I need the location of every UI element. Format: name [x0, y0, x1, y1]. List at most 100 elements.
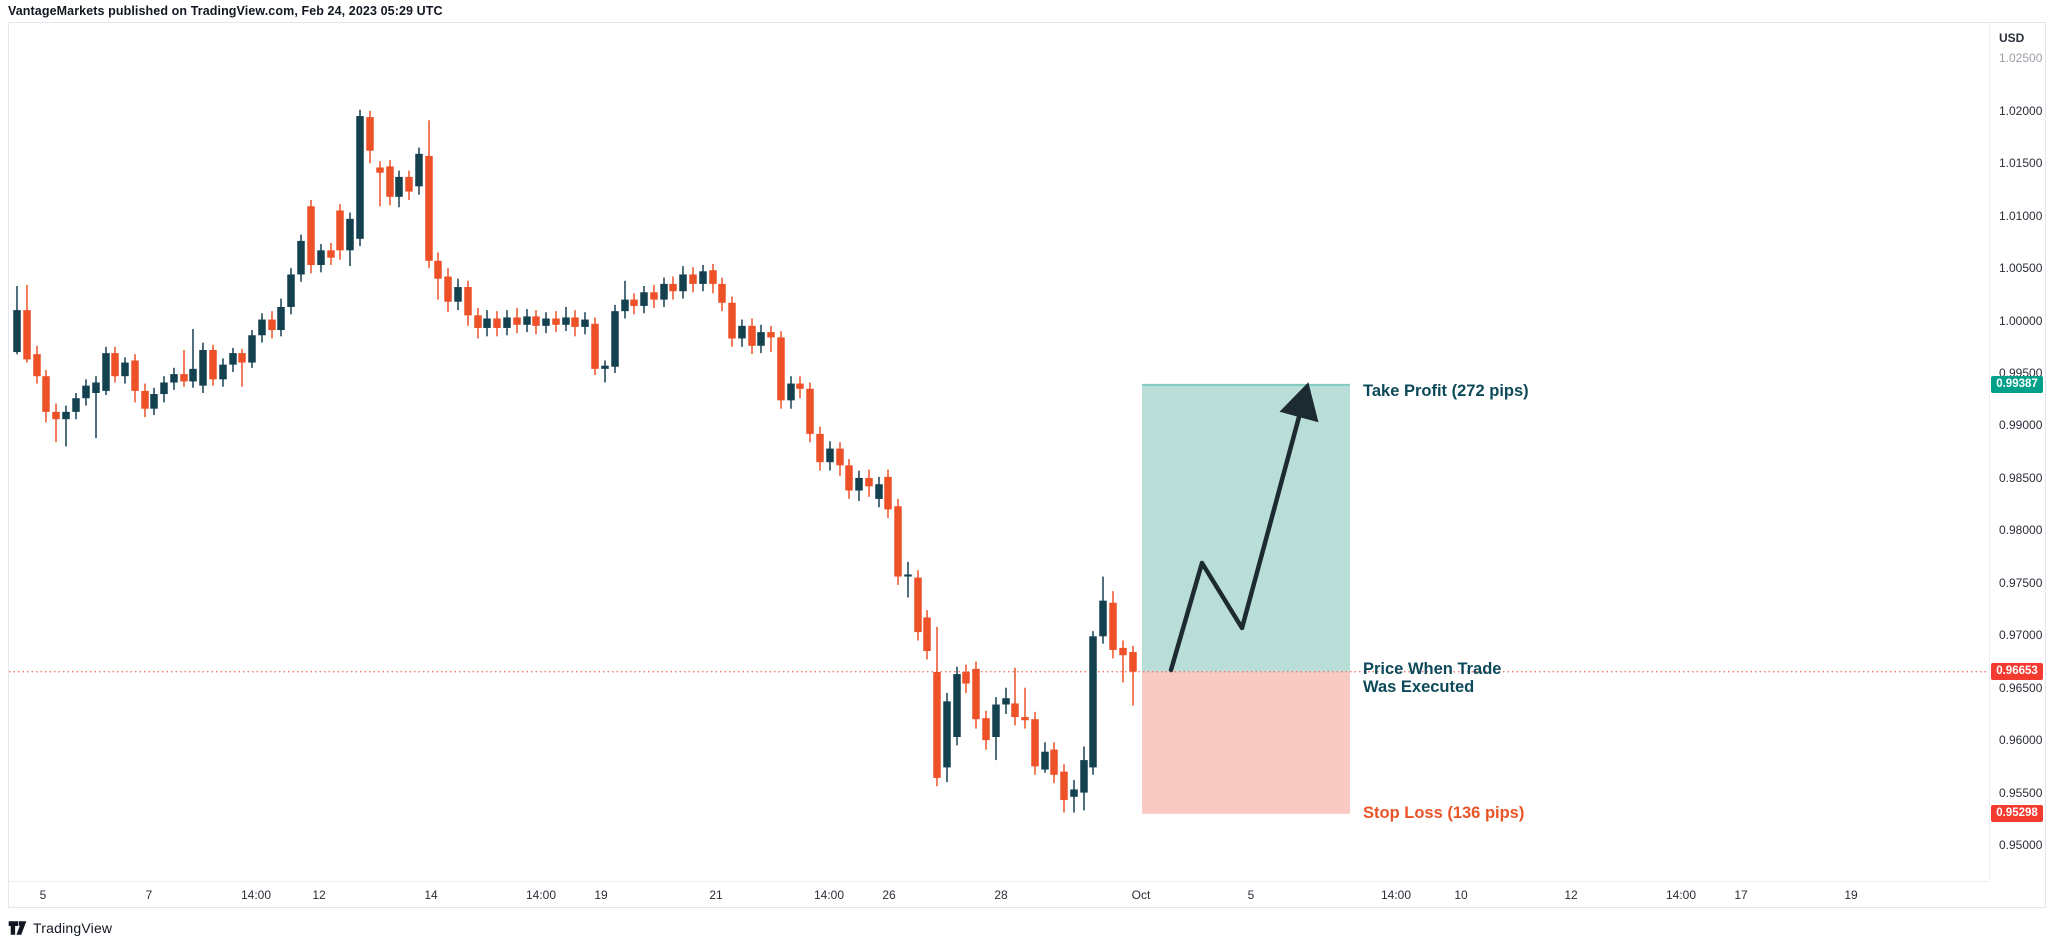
price-tick: 0.95500 [1999, 785, 2043, 800]
price-badge: 0.99387 [1991, 376, 2043, 394]
price-badge: 0.95298 [1991, 805, 2043, 823]
candle-down [238, 348, 246, 387]
time-tick: 12 [1564, 888, 1578, 902]
candle-down [767, 325, 775, 353]
candle-up [787, 376, 795, 409]
candle-down [209, 344, 217, 386]
currency-label: USD [1999, 31, 2025, 45]
candle-up [199, 342, 207, 393]
candle-up [1099, 576, 1107, 644]
candle-up [102, 346, 110, 396]
candle-down [425, 120, 433, 269]
time-axis[interactable]: 5 7 14:00 12 14 14:00 19 21 14:00 26 28 Oct 5 14:00 10… [9, 881, 1989, 909]
time-tick: 19 [594, 888, 608, 902]
candle-up [13, 285, 21, 355]
candle-down [1060, 764, 1068, 813]
candle-down [718, 277, 726, 312]
candle-down [709, 263, 717, 294]
candle-down [669, 276, 677, 300]
price-tick: 0.97000 [1999, 628, 2043, 643]
candle-up [699, 265, 707, 292]
candle-up [503, 310, 511, 336]
candle-up [904, 561, 912, 598]
time-tick: 14 [424, 888, 438, 902]
candle-up [92, 376, 100, 439]
candle-up [542, 312, 550, 334]
candlestick-plot[interactable] [9, 23, 1989, 881]
candle-up [640, 285, 648, 314]
candle-up [121, 357, 129, 384]
price-pane[interactable] [9, 23, 1990, 881]
price-tick: 0.97500 [1999, 575, 2043, 590]
candle-down [405, 170, 413, 200]
candle-down [933, 626, 941, 787]
candle-up [248, 330, 256, 368]
candle-down [131, 354, 139, 403]
time-tick: 21 [709, 888, 723, 902]
time-tick: 7 [145, 888, 153, 902]
candle-down [23, 284, 31, 363]
candle-up [150, 387, 158, 416]
candle-up [72, 392, 80, 420]
time-tick: 17 [1734, 888, 1748, 902]
stop-loss-zone [1142, 671, 1350, 814]
candle-up [1002, 687, 1010, 714]
candle-up [855, 470, 863, 502]
time-tick: 12 [312, 888, 326, 902]
price-badge: 0.96653 [1991, 663, 2043, 681]
candle-up [581, 312, 589, 335]
price-tick: 1.00500 [1999, 261, 2043, 276]
candle-up [219, 358, 227, 387]
candle-up [346, 212, 354, 267]
candle-down [493, 311, 501, 337]
candle-down [268, 311, 276, 339]
tradingview-logo-text: TradingView [33, 920, 113, 936]
candle-up [992, 697, 1000, 761]
time-tick: 26 [882, 888, 896, 902]
candle-down [464, 280, 472, 326]
time-tick: 19 [1844, 888, 1858, 902]
candle-up [356, 109, 364, 247]
price-tick: 1.01000 [1999, 208, 2043, 223]
candle-up [943, 692, 951, 783]
candle-down [972, 661, 980, 729]
candle-down [1129, 645, 1137, 706]
price-tick: 0.98000 [1999, 523, 2043, 538]
price-axis[interactable]: USD 1.02500 1.02000 1.01500 1.01000 1.00500 1… [1989, 23, 2045, 881]
candle-up [287, 268, 295, 315]
candle-down [33, 345, 41, 384]
candle-up [1041, 742, 1049, 773]
time-tick: 14:00 [1665, 888, 1697, 902]
candle-down [914, 570, 922, 641]
candle-down [630, 293, 638, 315]
price-tick: 1.00000 [1999, 313, 2043, 328]
candle-down [141, 383, 149, 418]
price-tick: 0.95000 [1999, 838, 2043, 853]
candle-down [327, 242, 335, 266]
time-tick: 28 [994, 888, 1008, 902]
candle-down [1021, 687, 1029, 729]
time-tick: 14:00 [240, 888, 272, 902]
price-tick: 1.02500 [1999, 51, 2043, 66]
candle-up [395, 170, 403, 208]
candle-down [806, 382, 814, 443]
projected-path-arrow [1168, 382, 1319, 673]
candle-down [474, 308, 482, 339]
candle-up [297, 234, 305, 282]
price-tick: 1.02000 [1999, 103, 2043, 118]
candle-down [1119, 640, 1127, 683]
candle-up [454, 278, 462, 311]
candle-down [444, 268, 452, 313]
candle-down [552, 311, 560, 333]
candle-up [189, 328, 197, 388]
candle-down [689, 267, 697, 293]
candle-down [307, 199, 315, 274]
time-tick: 5 [1247, 888, 1255, 902]
price-tick: 0.98500 [1999, 470, 2043, 485]
price-tick: 1.01500 [1999, 156, 2043, 171]
price-tick: 0.96500 [1999, 680, 2043, 695]
candle-down [52, 403, 60, 443]
candle-up [562, 306, 570, 332]
candle-up [826, 441, 834, 471]
